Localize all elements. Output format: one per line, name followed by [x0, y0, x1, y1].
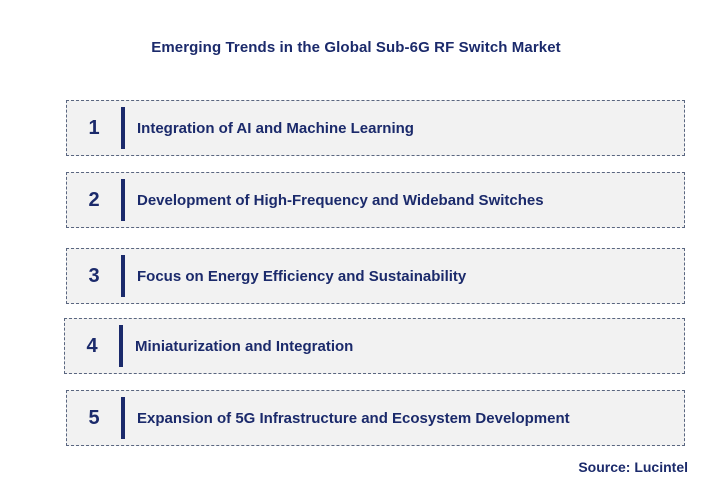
trend-row-2: 2 Development of High-Frequency and Wide…	[66, 172, 685, 228]
source-note: Source: Lucintel	[578, 459, 688, 475]
trend-label: Focus on Energy Efficiency and Sustainab…	[137, 267, 467, 285]
trend-label: Development of High-Frequency and Wideba…	[137, 191, 544, 209]
trend-label: Miniaturization and Integration	[135, 337, 354, 355]
trend-number: 3	[88, 264, 100, 287]
trend-label: Integration of AI and Machine Learning	[137, 119, 414, 137]
trend-number: 5	[88, 406, 100, 429]
trend-row-1: 1 Integration of AI and Machine Learning	[66, 100, 685, 156]
trend-number: 1	[88, 116, 100, 139]
diagram-title: Emerging Trends in the Global Sub-6G RF …	[151, 39, 561, 56]
trend-divider	[119, 325, 123, 367]
trend-number: 4	[86, 334, 98, 357]
trend-divider	[121, 397, 125, 439]
trend-number: 2	[88, 188, 100, 211]
trend-row-4: 4 Miniaturization and Integration	[64, 318, 685, 374]
trend-divider	[121, 179, 125, 221]
trend-label: Expansion of 5G Infrastructure and Ecosy…	[137, 409, 570, 427]
trend-row-5: 5 Expansion of 5G Infrastructure and Eco…	[66, 390, 685, 446]
trend-divider	[121, 107, 125, 149]
trend-divider	[121, 255, 125, 297]
trend-row-3: 3 Focus on Energy Efficiency and Sustain…	[66, 248, 685, 304]
